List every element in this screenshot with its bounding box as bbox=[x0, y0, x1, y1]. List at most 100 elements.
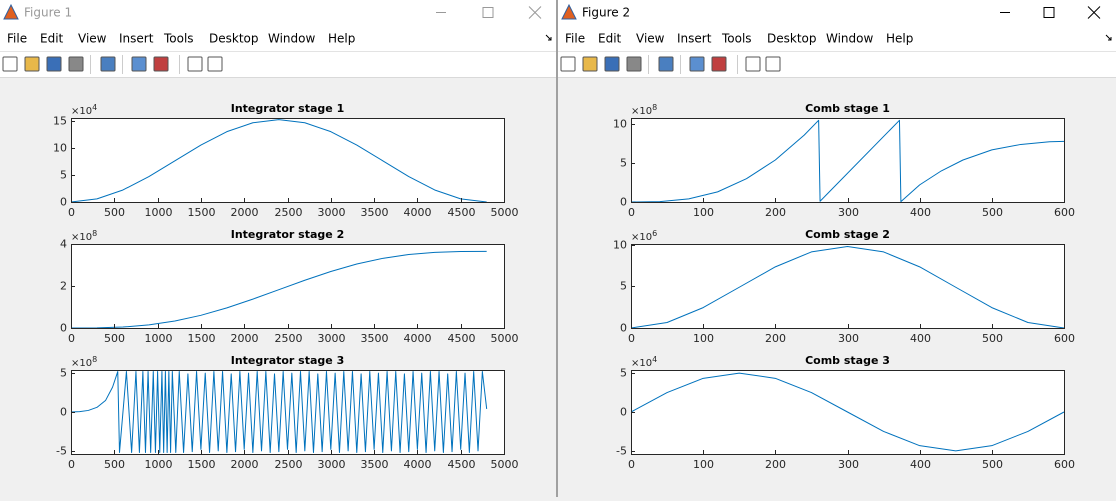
menu-item[interactable]: Help bbox=[328, 32, 355, 46]
toolbar-button[interactable] bbox=[689, 56, 705, 72]
dock-arrow[interactable] bbox=[545, 34, 552, 41]
axes-title: Comb stage 1 bbox=[805, 102, 890, 115]
x-tick-label: 1500 bbox=[188, 206, 216, 219]
y-exponent: ×104 bbox=[71, 103, 97, 118]
menu-item[interactable]: Edit bbox=[40, 32, 64, 46]
toolbar-button[interactable] bbox=[626, 56, 642, 72]
maximize-button[interactable] bbox=[482, 7, 494, 18]
x-tick-label: 500 bbox=[982, 458, 1003, 471]
x-tick-label: 500 bbox=[104, 458, 125, 471]
y-tick-label: 5 bbox=[60, 169, 67, 182]
x-tick-label: 200 bbox=[765, 458, 786, 471]
menu-item[interactable]: Help bbox=[886, 32, 913, 46]
menu-item[interactable]: View bbox=[636, 32, 665, 46]
plot-layer bbox=[71, 119, 487, 203]
window-title: Figure 1 bbox=[24, 6, 72, 20]
x-tick-label: 5000 bbox=[491, 206, 519, 219]
dock-arrow[interactable] bbox=[1105, 34, 1112, 41]
plot-layer bbox=[631, 372, 1065, 452]
toolbar-button[interactable] bbox=[24, 56, 40, 72]
x-tick-label: 4000 bbox=[404, 206, 432, 219]
toolbar-button[interactable] bbox=[560, 56, 576, 72]
close-button[interactable] bbox=[528, 6, 542, 19]
y-tick-label: 0 bbox=[620, 406, 627, 419]
x-tick-label: 3500 bbox=[361, 206, 389, 219]
menu-item[interactable]: Desktop bbox=[209, 32, 259, 46]
toolbar-button[interactable] bbox=[711, 56, 727, 72]
toolbar-button[interactable] bbox=[207, 56, 223, 72]
toolbar-button[interactable] bbox=[745, 56, 761, 72]
x-tick-label: 0 bbox=[68, 332, 75, 345]
exponent-base: ×10 bbox=[631, 232, 652, 243]
toolbar-button[interactable] bbox=[765, 56, 781, 72]
x-tick-label: 1000 bbox=[145, 206, 173, 219]
x-tick-label: 300 bbox=[838, 206, 859, 219]
menu-item[interactable]: Window bbox=[826, 32, 874, 46]
x-tick-label: 4000 bbox=[404, 332, 432, 345]
toolbar-button[interactable] bbox=[582, 56, 598, 72]
toolbar bbox=[558, 52, 1116, 77]
x-tick-label: 2000 bbox=[231, 458, 259, 471]
x-tick-label: 400 bbox=[910, 332, 931, 345]
menu-item[interactable]: File bbox=[565, 32, 585, 46]
x-tick-label: 3000 bbox=[318, 458, 346, 471]
x-tick-label: 0 bbox=[628, 332, 635, 345]
close-button[interactable] bbox=[1087, 6, 1101, 19]
x-tick-label: 2000 bbox=[231, 206, 259, 219]
app-icon bbox=[3, 3, 19, 20]
x-tick-label: 300 bbox=[838, 458, 859, 471]
x-tick-label: 2000 bbox=[231, 332, 259, 345]
y-tick-label: 10 bbox=[613, 239, 627, 252]
toolbar-button[interactable] bbox=[46, 56, 62, 72]
x-tick-label: 0 bbox=[68, 206, 75, 219]
toolbar-button[interactable] bbox=[100, 56, 116, 72]
exponent-power: 6 bbox=[652, 229, 657, 238]
menu-bar bbox=[0, 26, 556, 51]
menu-item[interactable]: Window bbox=[268, 32, 316, 46]
y-tick-label: 10 bbox=[53, 142, 67, 155]
menu-item[interactable]: View bbox=[78, 32, 107, 46]
maximize-button[interactable] bbox=[1043, 7, 1055, 18]
toolbar-button[interactable] bbox=[153, 56, 169, 72]
toolbar-button[interactable] bbox=[187, 56, 203, 72]
toolbar-button[interactable] bbox=[604, 56, 620, 72]
x-tick-label: 500 bbox=[104, 332, 125, 345]
axes-box bbox=[631, 118, 1065, 203]
exponent-power: 8 bbox=[652, 103, 657, 112]
x-tick-label: 0 bbox=[68, 458, 75, 471]
menu-item[interactable]: Insert bbox=[119, 32, 154, 46]
plot-layer bbox=[631, 246, 1065, 329]
y-tick-label: 5 bbox=[620, 157, 627, 170]
x-tick-label: 500 bbox=[982, 332, 1003, 345]
x-tick-label: 4500 bbox=[448, 458, 476, 471]
toolbar-button[interactable] bbox=[131, 56, 147, 72]
data-line bbox=[631, 372, 1065, 452]
y-tick-label: 2 bbox=[60, 280, 67, 293]
exponent-base: ×10 bbox=[71, 232, 92, 243]
exponent-base: ×10 bbox=[631, 358, 652, 369]
x-tick-label: 400 bbox=[910, 458, 931, 471]
axes: 0 100 200 300 400 500 600 0 5 10 Comb stage 1 ×108 bbox=[613, 102, 1075, 219]
toolbar-button[interactable] bbox=[658, 56, 674, 72]
toolbar bbox=[0, 52, 556, 77]
y-tick-label: 0 bbox=[60, 196, 67, 209]
menu-item[interactable]: File bbox=[7, 32, 27, 46]
x-tick-label: 400 bbox=[910, 206, 931, 219]
x-tick-label: 2500 bbox=[275, 458, 303, 471]
menu-item[interactable]: Insert bbox=[677, 32, 712, 46]
toolbar-button[interactable] bbox=[2, 56, 18, 72]
menu-item[interactable]: Edit bbox=[598, 32, 622, 46]
exponent-power: 8 bbox=[92, 355, 97, 364]
data-line bbox=[631, 246, 1065, 329]
menu-item[interactable]: Desktop bbox=[767, 32, 817, 46]
toolbar-button[interactable] bbox=[68, 56, 84, 72]
menu-item[interactable]: Tools bbox=[163, 32, 194, 46]
exponent-power: 8 bbox=[92, 229, 97, 238]
menu-item[interactable]: Tools bbox=[721, 32, 752, 46]
y-tick-label: -5 bbox=[616, 445, 627, 458]
y-exponent: ×108 bbox=[631, 103, 657, 118]
x-tick-label: 4500 bbox=[448, 332, 476, 345]
y-tick-label: 5 bbox=[620, 280, 627, 293]
